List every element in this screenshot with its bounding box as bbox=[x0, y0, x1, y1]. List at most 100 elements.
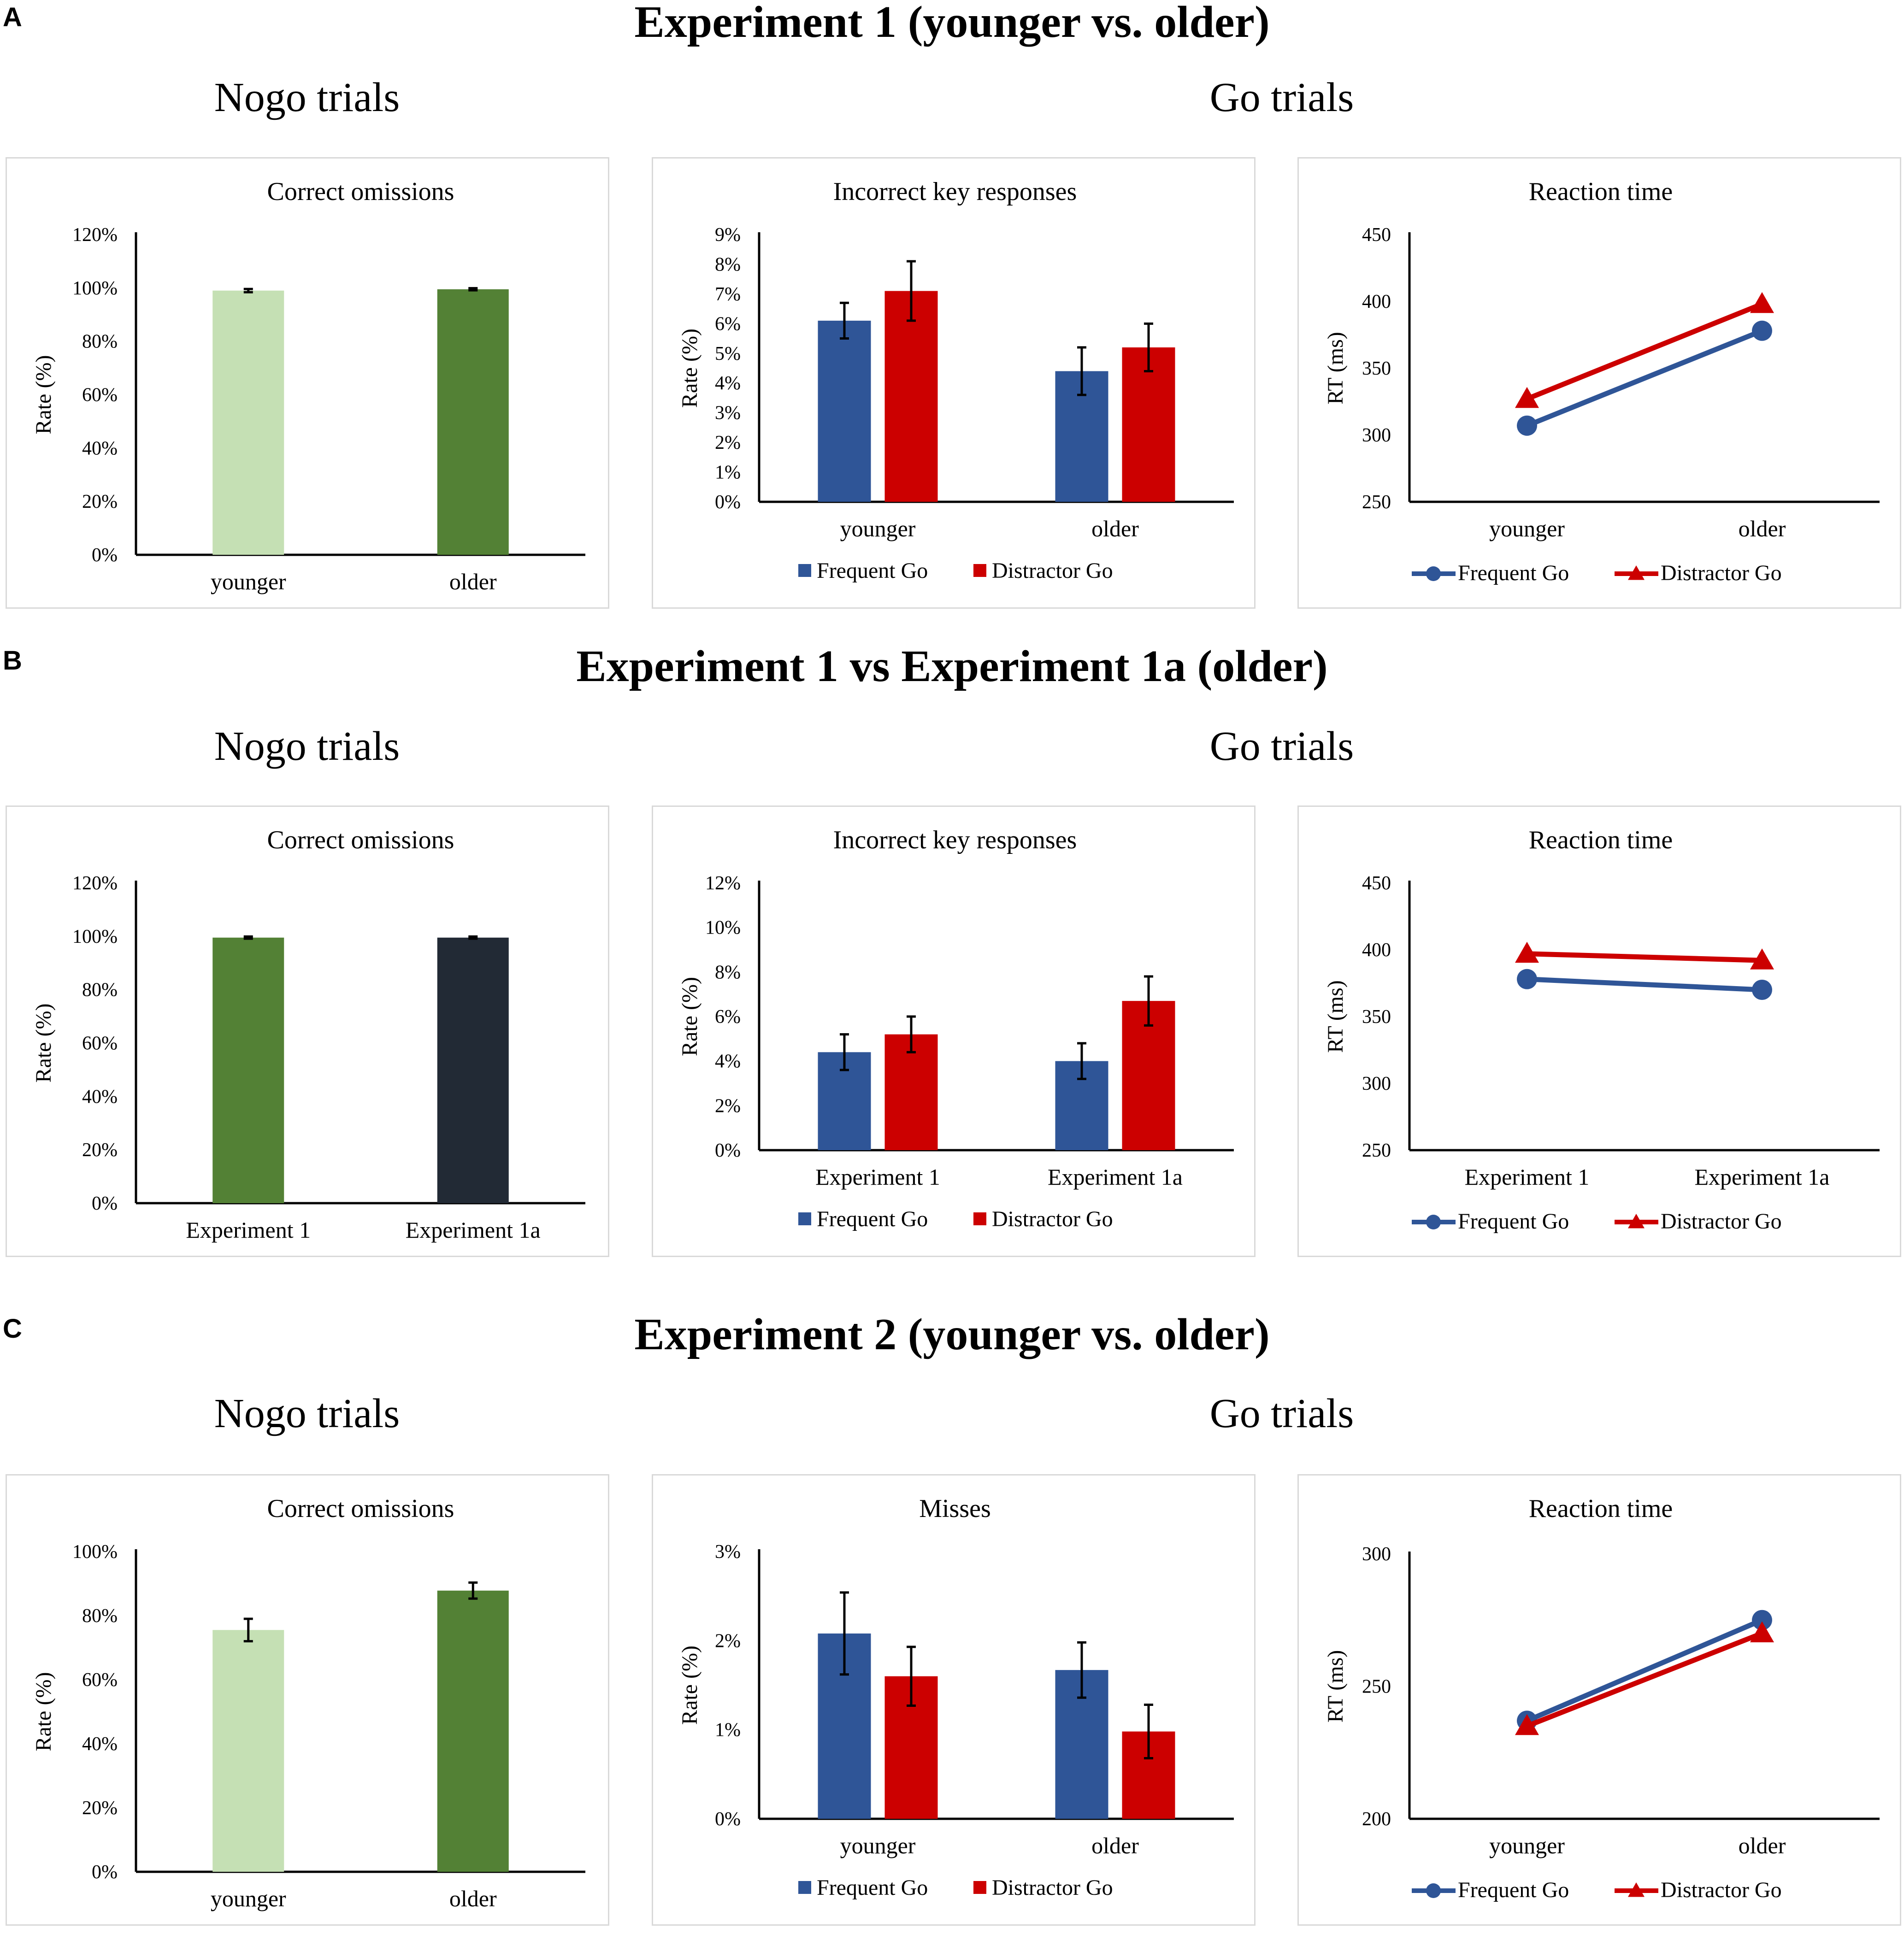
legend-marker-distractor-go bbox=[1628, 1214, 1645, 1229]
bar-distractor-go-younger bbox=[884, 291, 938, 502]
y-tick-label: 4% bbox=[715, 373, 741, 394]
chart-c-omissions: Correct omissions Rate (%) 0% 20% 40% 60% 80% 1… bbox=[31, 1494, 585, 1911]
bar-younger bbox=[212, 290, 284, 555]
y-tick-label: 450 bbox=[1362, 224, 1391, 246]
nogo-heading-b: Nogo trials bbox=[214, 723, 400, 769]
legend-label-frequent-go: Frequent Go bbox=[1458, 1878, 1569, 1902]
y-tick-label: 6% bbox=[715, 1006, 741, 1028]
y-tick-label: 6% bbox=[715, 313, 741, 335]
panel-letter-c: C bbox=[3, 1314, 22, 1344]
legend-swatch-distractor-go bbox=[973, 564, 986, 577]
legend-swatch-frequent-go bbox=[798, 1212, 811, 1225]
chart-title: Incorrect key responses bbox=[833, 177, 1077, 206]
bar-experiment-1 bbox=[212, 937, 284, 1203]
chart-box-b-rt: Reaction time RT (ms) 250 300 350 400 450 Exper… bbox=[1297, 805, 1901, 1257]
series-line-frequent-go bbox=[1524, 328, 1765, 429]
chart-box-b-omissions: Correct omissions Rate (%) 0% 20% 40% 60% 80% 1… bbox=[6, 805, 609, 1257]
y-tick-label: 350 bbox=[1362, 358, 1391, 379]
legend-label-distractor-go: Distractor Go bbox=[1661, 561, 1782, 585]
series-line-distractor-go bbox=[1524, 301, 1765, 402]
x-tick-label-older: older bbox=[1739, 1833, 1786, 1858]
marker-distractor-go-younger bbox=[1515, 387, 1539, 408]
chart-a-rt: Reaction time RT (ms) 250 300 350 400 450 young… bbox=[1323, 177, 1880, 585]
x-tick-label-older: older bbox=[1091, 516, 1139, 541]
x-tick-label-younger: younger bbox=[1489, 1833, 1565, 1858]
panel-letter-b: B bbox=[3, 646, 22, 676]
legend-swatch-distractor-go bbox=[973, 1212, 986, 1225]
go-heading-a: Go trials bbox=[1209, 75, 1354, 120]
x-tick-label-younger: younger bbox=[211, 569, 286, 594]
chart-title: Correct omissions bbox=[267, 826, 454, 854]
y-tick-label: 120% bbox=[72, 873, 118, 894]
y-tick-label: 60% bbox=[82, 1669, 118, 1691]
legend-swatch-frequent-go bbox=[798, 564, 811, 577]
x-tick-label-younger: younger bbox=[211, 1886, 286, 1911]
y-tick-label: 40% bbox=[82, 1086, 118, 1107]
legend-label-distractor-go: Distractor Go bbox=[992, 558, 1113, 583]
y-tick-label: 12% bbox=[705, 873, 741, 894]
y-tick-label: 450 bbox=[1362, 873, 1391, 894]
x-tick-label-older: older bbox=[1091, 1833, 1139, 1858]
y-tick-label: 300 bbox=[1362, 425, 1391, 446]
legend-label-distractor-go: Distractor Go bbox=[1661, 1878, 1782, 1902]
bar-older bbox=[437, 289, 509, 555]
marker-distractor-go-older bbox=[1750, 1621, 1774, 1642]
legend-label-frequent-go: Frequent Go bbox=[1458, 561, 1569, 585]
y-tick-label: 3% bbox=[715, 403, 741, 424]
y-tick-label: 100% bbox=[72, 278, 118, 299]
y-tick-label: 0% bbox=[715, 1809, 741, 1830]
legend-label-distractor-go: Distractor Go bbox=[992, 1875, 1113, 1900]
x-tick-label-older: older bbox=[449, 569, 497, 594]
x-tick-label-experiment-1: Experiment 1 bbox=[815, 1164, 940, 1190]
bar-distractor-go-older bbox=[1122, 347, 1175, 502]
series-line-frequent-go bbox=[1524, 1617, 1765, 1723]
y-tick-label: 250 bbox=[1362, 1140, 1391, 1161]
legend-swatch-frequent-go bbox=[798, 1881, 811, 1894]
y-tick-label: 10% bbox=[705, 917, 741, 939]
marker-distractor-go-experiment-1 bbox=[1515, 941, 1539, 963]
y-tick-label: 0% bbox=[92, 1193, 118, 1214]
y-axis-label: RT (ms) bbox=[1323, 332, 1348, 405]
chart-title: Misses bbox=[919, 1494, 991, 1523]
chart-title: Reaction time bbox=[1529, 177, 1673, 206]
x-tick-label-older: older bbox=[1739, 516, 1786, 541]
x-tick-label-experiment-1a: Experiment 1a bbox=[406, 1217, 541, 1243]
legend-label-frequent-go: Frequent Go bbox=[817, 558, 928, 583]
x-tick-label-older: older bbox=[449, 1886, 497, 1911]
y-tick-label: 200 bbox=[1362, 1809, 1391, 1830]
y-tick-label: 0% bbox=[92, 1862, 118, 1883]
y-tick-label: 350 bbox=[1362, 1006, 1391, 1028]
panel-title-b: Experiment 1 vs Experiment 1a (older) bbox=[576, 641, 1328, 691]
legend-marker-distractor-go bbox=[1628, 1882, 1645, 1897]
y-tick-label: 300 bbox=[1362, 1544, 1391, 1565]
chart-title: Correct omissions bbox=[267, 1494, 454, 1523]
chart-box-b-incorrect: Incorrect key responses Rate (%) 0% 2% 4% 6% 8… bbox=[652, 805, 1256, 1257]
marker-frequent-go-experiment-1a bbox=[1752, 980, 1772, 1000]
y-tick-label: 100% bbox=[72, 1541, 118, 1563]
panel-title-c: Experiment 2 (younger vs. older) bbox=[634, 1310, 1270, 1359]
bar-frequent-go-younger bbox=[818, 320, 871, 502]
marker-distractor-go-experiment-1a bbox=[1750, 948, 1774, 970]
legend-swatch-distractor-go bbox=[973, 1881, 986, 1894]
nogo-heading-a: Nogo trials bbox=[214, 75, 400, 120]
y-tick-label: 2% bbox=[715, 1095, 741, 1117]
chart-b-omissions: Correct omissions Rate (%) 0% 20% 40% 60% 80% 1… bbox=[31, 826, 585, 1243]
y-tick-label: 5% bbox=[715, 343, 741, 364]
series-line-distractor-go bbox=[1524, 1631, 1765, 1729]
y-tick-label: 0% bbox=[715, 492, 741, 513]
y-tick-label: 120% bbox=[72, 224, 118, 246]
x-tick-label-experiment-1: Experiment 1 bbox=[186, 1217, 311, 1243]
y-axis-label: Rate (%) bbox=[678, 329, 702, 408]
y-tick-label: 250 bbox=[1362, 1676, 1391, 1698]
y-axis-label: RT (ms) bbox=[1323, 1650, 1348, 1723]
legend-label-distractor-go: Distractor Go bbox=[992, 1207, 1113, 1231]
y-tick-label: 80% bbox=[82, 980, 118, 1001]
y-tick-label: 1% bbox=[715, 1720, 741, 1741]
y-axis-label: RT (ms) bbox=[1323, 980, 1348, 1053]
y-tick-label: 40% bbox=[82, 1734, 118, 1755]
chart-a-omissions: Correct omissions Rate (%) 0% 20% 40% 60% 80% 1… bbox=[31, 177, 585, 594]
marker-frequent-go-older bbox=[1752, 320, 1772, 341]
y-tick-label: 1% bbox=[715, 462, 741, 483]
legend-label-distractor-go: Distractor Go bbox=[1661, 1209, 1782, 1234]
chart-box-a-incorrect: Incorrect key responses Rate (%) 0% 1% 2% 3% 4… bbox=[652, 157, 1256, 609]
